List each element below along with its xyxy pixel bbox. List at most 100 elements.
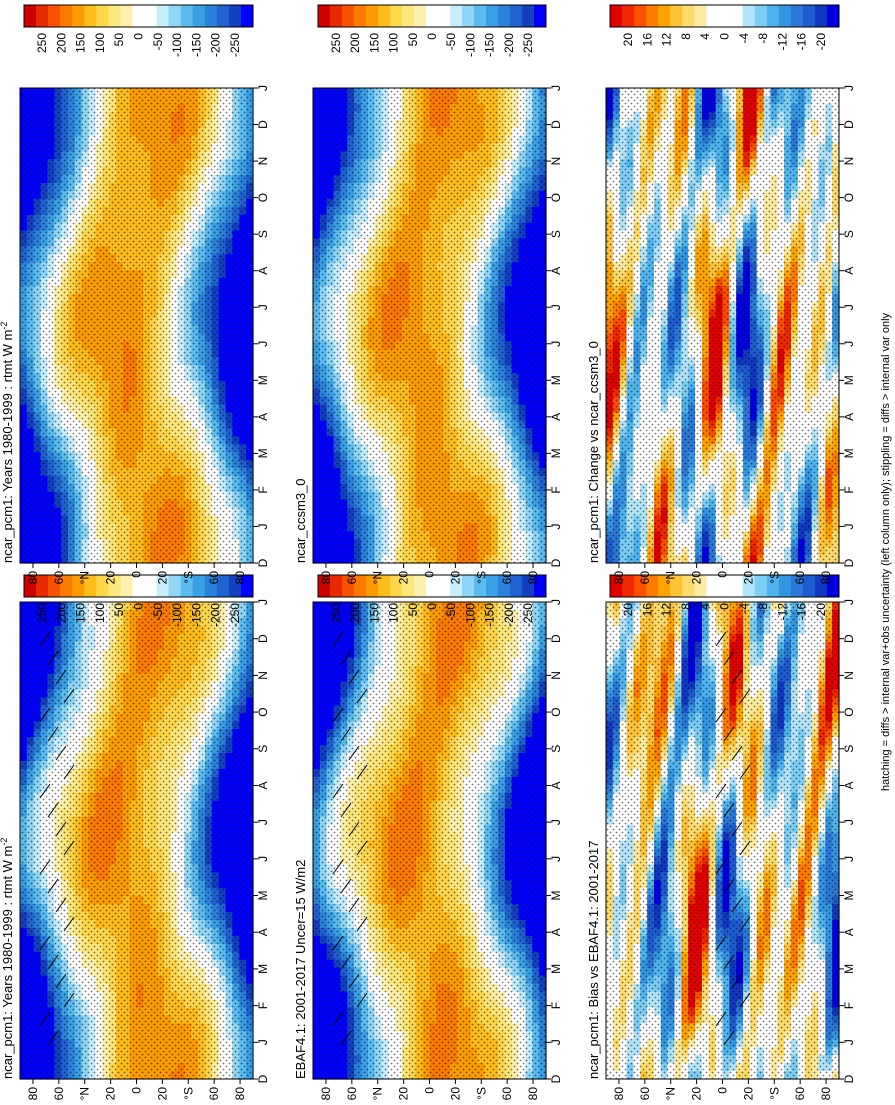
- colorbar-tick-3-8: -150: [189, 33, 203, 57]
- colorbar-frame-0: [23, 574, 254, 598]
- y-tick-label-0-6: °S: [181, 1087, 195, 1100]
- colorbar-frame-5: [609, 4, 840, 28]
- x-tick-label-5-0: D: [842, 558, 856, 567]
- colorbar-tick-0-6: -50: [151, 603, 165, 621]
- x-tick-label-3-7: J: [256, 304, 270, 310]
- y-tick-label-4-4: 0: [423, 571, 437, 578]
- x-tick-label-0-3: M: [256, 964, 270, 974]
- colorbar-tick-5-3: 8: [679, 33, 693, 40]
- x-tick-label-4-1: J: [549, 523, 563, 529]
- stippling-0: [20, 602, 253, 1079]
- y-tick-label-1-4: 0: [423, 1087, 437, 1094]
- x-tick-label-2-7: J: [842, 819, 856, 825]
- x-tick-label-1-11: N: [549, 671, 563, 680]
- x-tick-label-4-11: N: [549, 157, 563, 166]
- y-tick-label-4-8: 80: [526, 571, 540, 585]
- x-tick-label-0-6: J: [256, 856, 270, 862]
- colorbar-tick-2-0: 20: [621, 603, 635, 617]
- x-tick-label-3-12: D: [256, 120, 270, 129]
- x-tick-label-4-2: F: [549, 486, 563, 493]
- panel-title-4: ncar_ccsm3_0: [293, 478, 308, 563]
- x-tick-label-2-3: M: [842, 964, 856, 974]
- colorbar-tick-5-10: -20: [814, 33, 828, 51]
- x-tick-label-3-13: J: [256, 85, 270, 91]
- y-tick-label-5-8: 80: [819, 571, 833, 585]
- colorbar-tick-3-4: 50: [112, 33, 126, 47]
- colorbar-tick-1-7: -100: [463, 603, 477, 627]
- x-tick-label-1-6: J: [549, 856, 563, 862]
- x-tick-label-1-0: D: [549, 1074, 563, 1083]
- x-tick-label-4-13: J: [549, 85, 563, 91]
- y-tick-label-5-7: 60: [793, 571, 807, 585]
- x-tick-label-3-10: O: [256, 193, 270, 202]
- x-tick-label-4-10: O: [549, 193, 563, 202]
- colorbar-tick-2-10: -20: [814, 603, 828, 621]
- y-tick-label-2-6: °S: [767, 1087, 781, 1100]
- y-tick-label-0-2: °N: [78, 1087, 92, 1100]
- colorbar-tick-4-7: -100: [463, 33, 477, 57]
- x-tick-label-4-4: A: [549, 413, 563, 421]
- y-tick-label-1-0: 80: [319, 1087, 333, 1101]
- y-tick-label-0-0: 80: [26, 1087, 40, 1101]
- stippling-5: [606, 88, 839, 563]
- hatching-0: [39, 631, 75, 1046]
- y-tick-label-2-7: 60: [793, 1087, 807, 1101]
- colorbar-tick-2-3: 8: [679, 603, 693, 610]
- colorbar-tick-3-6: -50: [151, 33, 165, 51]
- x-tick-label-2-12: D: [842, 634, 856, 643]
- x-tick-label-2-1: J: [842, 1039, 856, 1045]
- x-tick-label-3-11: N: [256, 157, 270, 166]
- panel-title-2: ncar_pcm1: Bias vs EBAF4.1: 2001-2017: [586, 841, 601, 1079]
- x-tick-label-5-11: N: [842, 157, 856, 166]
- colorbar-tick-4-8: -150: [483, 33, 497, 57]
- x-tick-label-1-13: J: [549, 599, 563, 605]
- colorbar-tick-5-8: -12: [775, 33, 789, 51]
- y-tick-label-2-5: 20: [741, 1087, 755, 1101]
- x-tick-label-5-6: J: [842, 341, 856, 347]
- y-tick-label-2-2: °N: [664, 1087, 678, 1100]
- y-tick-label-3-3: 20: [104, 571, 118, 585]
- colorbar-tick-2-1: 16: [640, 603, 654, 617]
- x-tick-label-0-9: S: [256, 745, 270, 753]
- colorbar-tick-4-9: -200: [502, 33, 516, 57]
- x-tick-label-1-3: M: [549, 964, 563, 974]
- stippling-3: [20, 88, 253, 563]
- colorbar-tick-2-8: -12: [775, 603, 789, 621]
- colorbar-tick-3-7: -100: [170, 33, 184, 57]
- colorbar-tick-0-8: -150: [189, 603, 203, 627]
- y-tick-label-4-5: 20: [448, 571, 462, 585]
- colorbar-tick-3-2: 150: [74, 33, 88, 53]
- x-tick-label-3-4: A: [256, 413, 270, 421]
- colorbar-tick-1-4: 50: [406, 603, 420, 617]
- colorbar-tick-5-9: -16: [795, 33, 809, 51]
- colorbar-tick-4-5: 0: [425, 33, 439, 40]
- figure-footnote: hatching = diffs > internal var+obs unce…: [880, 312, 892, 791]
- x-tick-label-5-2: F: [842, 486, 856, 493]
- x-tick-label-1-2: F: [549, 1002, 563, 1009]
- y-tick-label-3-2: °N: [78, 571, 92, 584]
- x-tick-label-0-8: A: [256, 781, 270, 789]
- x-tick-label-0-12: D: [256, 634, 270, 643]
- colorbar-tick-3-5: 0: [132, 33, 146, 40]
- x-tick-label-3-1: J: [256, 523, 270, 529]
- colorbar-tick-0-10: -250: [228, 603, 242, 627]
- colorbar-tick-1-2: 150: [367, 603, 381, 623]
- y-tick-label-3-1: 60: [52, 571, 66, 585]
- colorbar-tick-4-10: -250: [521, 33, 535, 57]
- colorbar-tick-5-7: -8: [756, 33, 770, 44]
- colorbar-tick-1-9: -200: [502, 603, 516, 627]
- y-tick-label-3-5: 20: [155, 571, 169, 585]
- colorbar-tick-5-6: -4: [737, 33, 751, 44]
- hatching-2: [715, 631, 751, 1046]
- y-tick-label-0-4: 0: [130, 1087, 144, 1094]
- panel-title-3: ncar_pcm1: Years 1980-1999 : rtmt W m-2: [0, 322, 15, 563]
- panel-title-5: ncar_pcm1: Change vs ncar_ccsm3_0: [586, 341, 601, 563]
- y-tick-label-0-7: 60: [207, 1087, 221, 1101]
- x-tick-label-4-3: M: [549, 448, 563, 458]
- x-tick-label-3-2: F: [256, 486, 270, 493]
- x-tick-label-2-0: D: [842, 1074, 856, 1083]
- y-tick-label-2-4: 0: [716, 1087, 730, 1094]
